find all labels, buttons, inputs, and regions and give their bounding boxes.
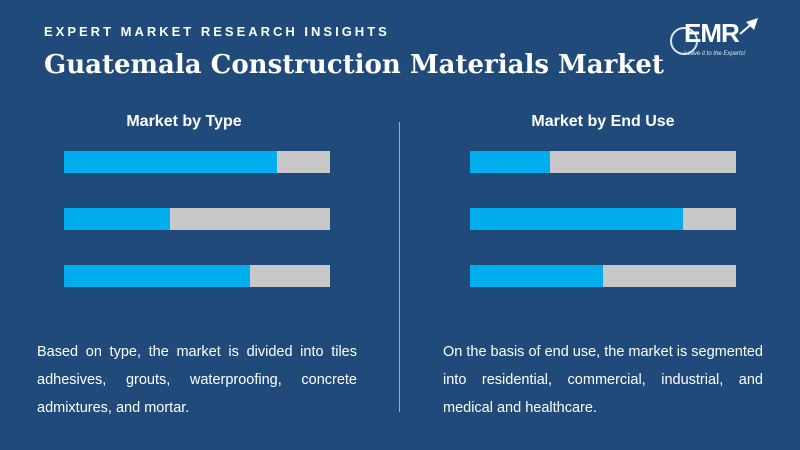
bar-enduse-2: [470, 208, 683, 230]
bar-type-3: [64, 265, 251, 287]
bar-track-enduse-2: [470, 208, 736, 230]
bar-type-1: [64, 151, 277, 173]
description-end-use: On the basis of end use, the market is s…: [443, 344, 763, 416]
bar-track-enduse-3: [470, 265, 736, 287]
logo-tagline: Leave it to the Experts!: [684, 51, 746, 57]
description-type: Based on type, the market is divided int…: [37, 344, 357, 416]
bar-type-2: [64, 208, 171, 230]
bar-track-type-1: [64, 151, 330, 173]
bar-track-type-2: [64, 208, 330, 230]
bar-enduse-3: [470, 265, 603, 287]
emr-logo: EMR Leave it to the Experts!: [660, 14, 770, 64]
bar-enduse-1: [470, 151, 550, 173]
panel-divider: [399, 122, 400, 412]
logo-text: EMR: [684, 18, 740, 48]
bar-track-type-3: [64, 265, 330, 287]
eyebrow-label: EXPERT MARKET RESEARCH INSIGHTS: [44, 24, 390, 39]
chart-title-end-use: Market by End Use: [531, 113, 675, 130]
logo-emblem-icon: [670, 18, 758, 55]
page-title: Guatemala Construction Materials Market: [44, 50, 664, 80]
chart-title-type: Market by Type: [126, 113, 242, 130]
bar-track-enduse-1: [470, 151, 736, 173]
